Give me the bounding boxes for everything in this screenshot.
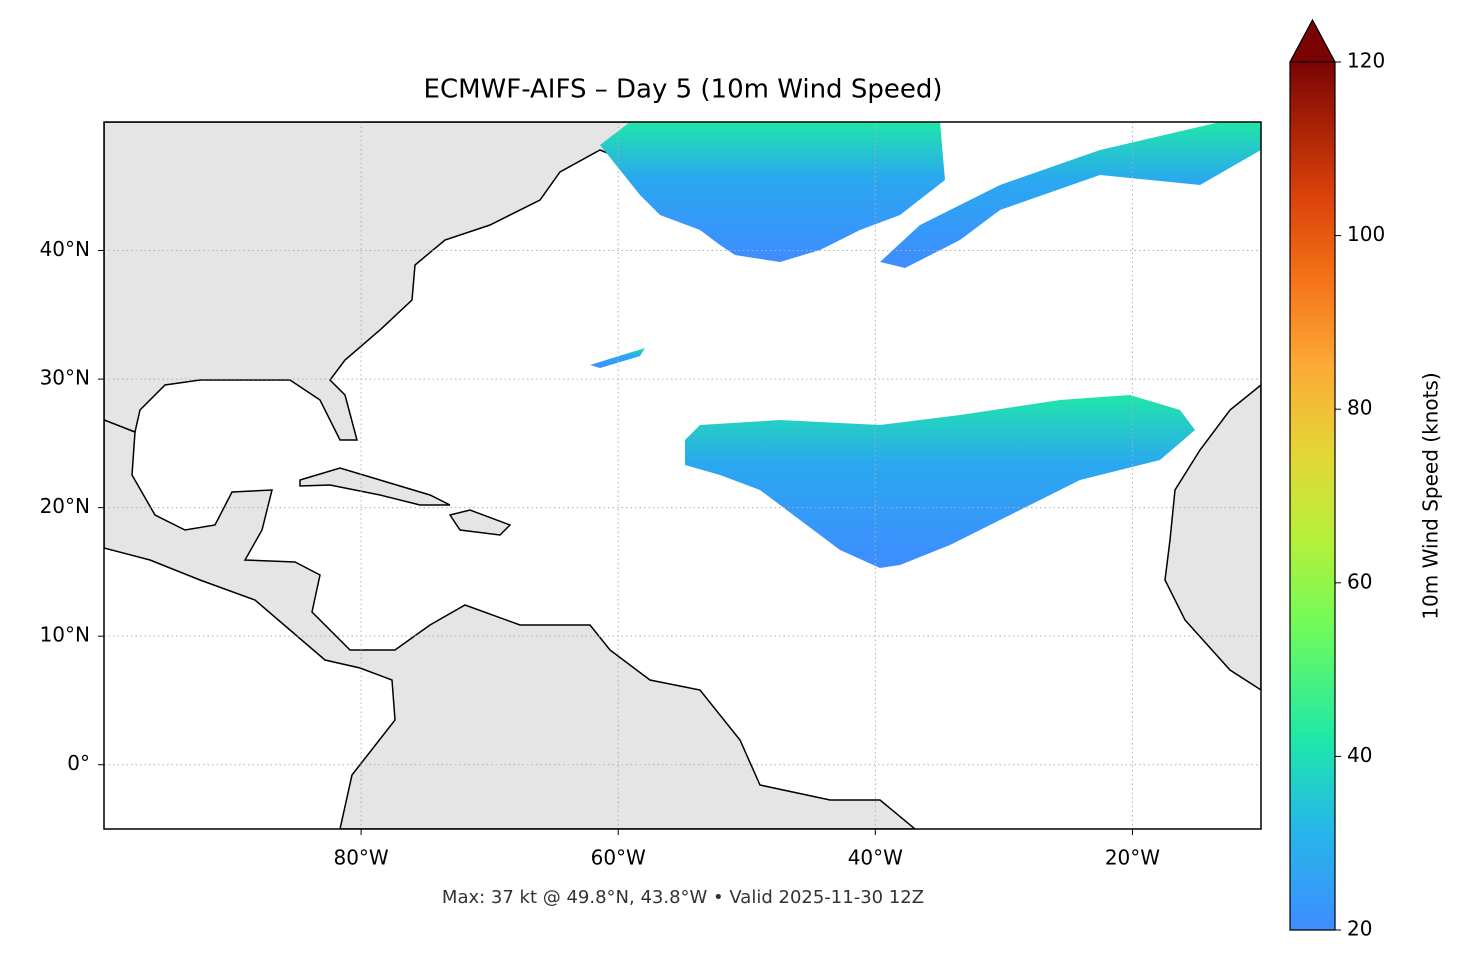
wind-region [590,348,645,368]
x-tick-label: 60°W [591,846,646,870]
colorbar-tick-label: 20 [1347,917,1372,941]
grid [104,122,1261,829]
cuba [299,467,451,506]
hispaniola [448,509,512,536]
colorbar-extend [1289,18,1336,63]
colorbar-tick-label: 40 [1347,743,1372,767]
map-frame [103,121,1262,830]
colorbar-frame [1289,18,1336,931]
wind-region [685,395,1195,568]
colorbar-tick-label: 100 [1347,222,1385,246]
y-tick-label: 40°N [40,237,90,261]
colorbar-tick-label: 60 [1347,569,1372,593]
y-tick-label: 0° [67,751,90,775]
y-tick-label: 20°N [40,494,90,518]
map-area [104,122,1261,829]
map-title: ECMWF-AIFS – Day 5 (10m Wind Speed) [424,75,943,105]
wind-region [600,122,945,262]
x-tick-label: 80°W [333,846,388,870]
wind-region [880,122,1261,268]
colorbar-tick-label: 120 [1347,49,1385,73]
y-tick-label: 30°N [40,366,90,390]
y-tick-label: 10°N [40,623,90,647]
central-south-america [104,419,917,829]
colorbar-label: 10m Wind Speed (knots) [1419,372,1443,619]
x-tick-label: 20°W [1105,846,1160,870]
x-tick-label: 40°W [848,846,903,870]
africa [1164,384,1261,691]
footer-note: Max: 37 kt @ 49.8°N, 43.8°W • Valid 2025… [442,887,924,908]
colorbar [1290,62,1335,930]
colorbar-tick-label: 80 [1347,396,1372,420]
